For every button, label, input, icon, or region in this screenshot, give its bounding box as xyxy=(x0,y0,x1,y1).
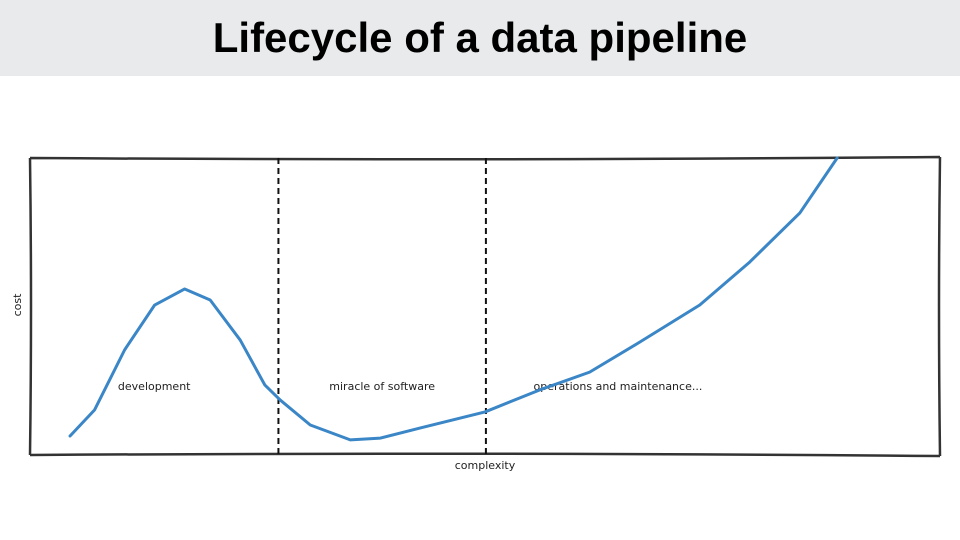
title-bar xyxy=(0,0,960,76)
slide-title: Lifecycle of a data pipeline xyxy=(212,14,748,61)
phase-label: development xyxy=(118,380,191,393)
phase-label: operations and maintenance... xyxy=(534,380,703,393)
phase-label: miracle of software xyxy=(329,380,435,393)
y-axis-label: cost xyxy=(11,293,24,317)
x-axis-label: complexity xyxy=(455,459,516,472)
cost-curve xyxy=(68,156,839,442)
